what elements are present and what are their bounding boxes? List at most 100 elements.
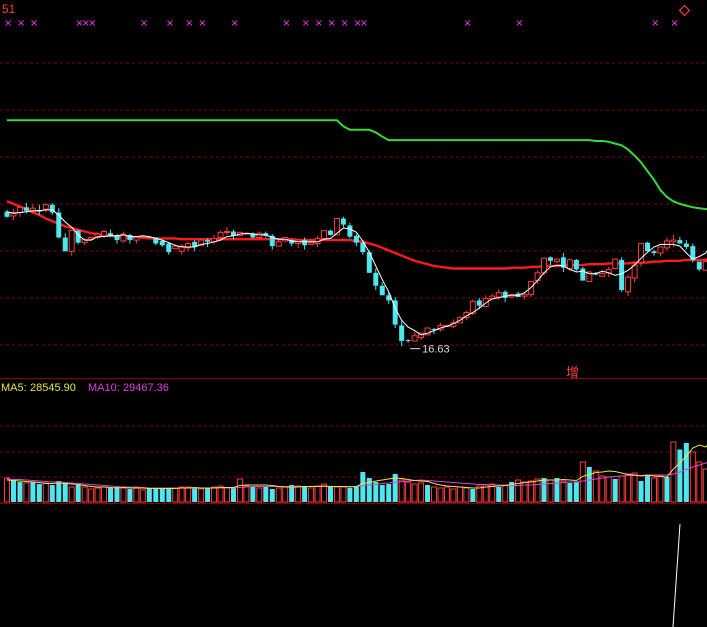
candle-body (560, 257, 566, 268)
volume-bar (256, 487, 263, 503)
volume-bar (405, 481, 412, 503)
volume-bar (172, 487, 179, 503)
volume-bar (263, 487, 269, 502)
candle-body (690, 246, 696, 260)
volume-bar (586, 467, 592, 502)
candle-body (205, 240, 211, 242)
signal-marker: × (166, 18, 174, 29)
volume-bar (217, 485, 224, 503)
volume-bar (418, 482, 425, 503)
volume-bar (211, 486, 218, 503)
volume-bar (541, 478, 547, 502)
diamond-icon[interactable] (678, 4, 691, 17)
candle-body (94, 233, 101, 239)
volume-bar (321, 483, 328, 503)
volume-bar (605, 476, 612, 503)
candle-body (657, 246, 664, 254)
candle-body (340, 218, 346, 225)
candle-body (502, 291, 508, 298)
candle-body (23, 207, 29, 211)
candle-body (366, 252, 372, 273)
candle-body (573, 259, 579, 270)
volume-bar (599, 475, 606, 503)
candle-body (289, 240, 295, 244)
volume-bar (476, 485, 483, 503)
candle-body (108, 233, 114, 236)
signal-marker: × (315, 18, 323, 29)
volume-bar (178, 486, 185, 503)
signal-marker: × (230, 18, 238, 29)
candle-body (250, 233, 256, 238)
candle-body (153, 237, 159, 244)
volume-bar (198, 488, 205, 503)
volume-bar (567, 483, 573, 502)
signal-marker: × (4, 18, 12, 29)
volume-bar (502, 484, 509, 503)
volume-bar (670, 441, 677, 503)
signal-marker: × (282, 18, 290, 29)
signal-marker: × (328, 18, 336, 29)
vol-ma10-line (6, 461, 707, 489)
volume-bar (94, 487, 101, 503)
volume-bar (30, 482, 36, 502)
candle-body (392, 300, 398, 325)
volume-bar (366, 478, 372, 502)
signal-marker: × (75, 18, 83, 29)
volume-bar (192, 488, 198, 502)
candle-body (566, 259, 573, 270)
volume-bar (56, 481, 62, 502)
volume-bar (534, 478, 541, 503)
low-price-label: 16.63 (422, 344, 450, 356)
volume-bar (230, 487, 236, 502)
volume-bar (592, 470, 599, 503)
candle-body (166, 243, 172, 253)
volume-bar (689, 451, 696, 503)
volume-bar (677, 449, 683, 502)
signal-marker: × (302, 18, 310, 29)
candle-body (198, 239, 205, 246)
candle-body (56, 212, 62, 238)
candle-body (677, 240, 683, 244)
volume-bar (625, 473, 632, 503)
volume-bar (683, 443, 689, 502)
candle-body (495, 292, 502, 298)
volume-bar (425, 485, 431, 502)
volume-bar (250, 487, 256, 502)
candle-body (360, 242, 366, 253)
volume-bar (443, 486, 450, 503)
candle-body (120, 233, 127, 242)
volume-bar (120, 487, 127, 503)
candle-body (269, 235, 275, 247)
volume-bar (42, 482, 49, 503)
volume-bar (379, 485, 385, 502)
candle-body (386, 295, 392, 301)
candle-body (553, 258, 560, 263)
volume-bar (631, 472, 638, 503)
volume-bar (153, 489, 159, 502)
volume-bar (295, 485, 302, 503)
candle-body (431, 328, 437, 330)
candle-body (49, 204, 55, 213)
volume-bar (347, 488, 353, 502)
candle-body (192, 241, 198, 247)
candle-body (42, 204, 49, 210)
volume-bar (657, 475, 664, 503)
candle-body (625, 276, 632, 293)
volume-bar (159, 488, 165, 502)
volume-bar (437, 487, 444, 503)
candle-body (411, 335, 418, 342)
candle-body (586, 271, 593, 282)
signal-marker: × (515, 18, 523, 29)
volume-bar (282, 486, 289, 503)
signal-marker: × (88, 18, 96, 29)
volume-bar (36, 484, 42, 502)
indicator-panel (672, 523, 681, 627)
volume-bar (463, 487, 470, 503)
volume-bar (4, 477, 10, 503)
vol-ma5-label: MA5: (1, 382, 27, 394)
candle-body (333, 218, 340, 236)
volume-bar (23, 482, 30, 503)
candle-body (68, 230, 75, 252)
